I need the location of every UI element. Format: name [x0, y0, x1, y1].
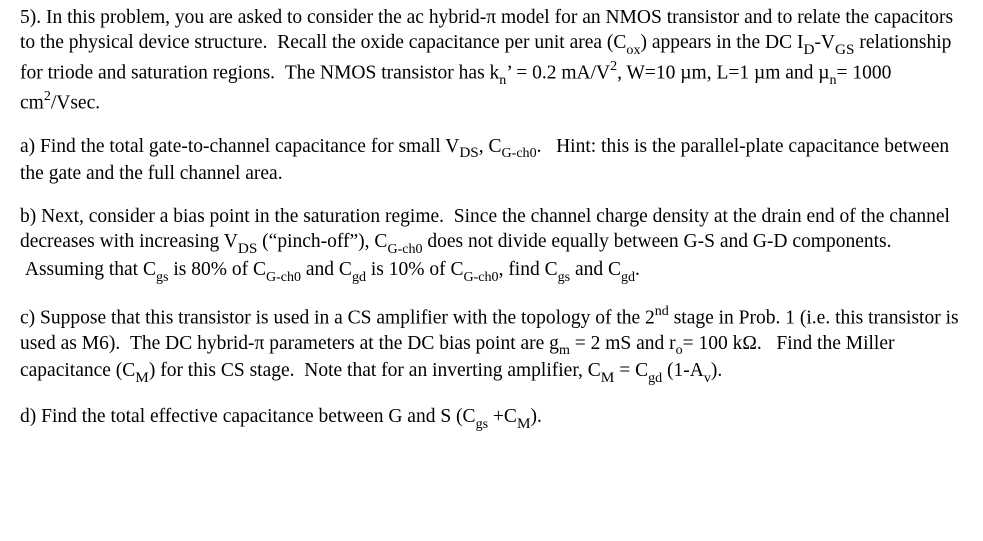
part-d: d) Find the total effective capacitance … — [20, 405, 963, 433]
b-cgd-sub2: gd — [621, 269, 635, 285]
d-cm-sub: M — [517, 415, 531, 432]
d-label: d) — [20, 406, 36, 427]
a-s3: . — [537, 136, 542, 157]
c-cm-sub2: M — [601, 369, 615, 386]
b-s6: is 80% of C — [168, 259, 266, 280]
b-cgd-sub1: gd — [352, 269, 366, 285]
c-s11: ). — [711, 360, 722, 381]
d-s3: ). — [530, 406, 541, 427]
c-s4: = 2 mS and r — [570, 333, 676, 354]
b-s11: . — [635, 259, 640, 280]
c-av-sub: v — [704, 370, 711, 386]
c-nd: nd — [655, 303, 669, 319]
intro-s2: Recall the oxide capacitance per unit ar… — [277, 32, 626, 53]
cox-sub: ox — [626, 42, 640, 58]
b-label: b) — [20, 206, 36, 227]
c-s9: = C — [614, 360, 648, 381]
c-s5: = 100 kΩ. — [683, 333, 762, 354]
part-a: a) Find the total gate-to-channel capaci… — [20, 135, 963, 188]
intro-s7: = 0.2 mA/V — [511, 62, 610, 83]
intro-paragraph: 5). In this problem, you are asked to co… — [20, 6, 963, 117]
b-s3: (“pinch-off”), C — [257, 231, 387, 252]
a-label: a) — [20, 136, 35, 157]
c-s8: Note that for an inverting amplifier, C — [304, 360, 601, 381]
b-s5: Assuming that C — [25, 259, 156, 280]
b-cg-sub2: G-ch0 — [266, 269, 301, 285]
c-s1: Suppose that this transistor is used in … — [40, 308, 655, 329]
vgs-sub: GS — [835, 41, 854, 58]
problem-page: 5). In this problem, you are asked to co… — [0, 0, 983, 459]
a-cg-sub: G-ch0 — [502, 145, 537, 161]
part-b: b) Next, consider a bias point in the sa… — [20, 205, 963, 286]
d-s2: +C — [488, 406, 517, 427]
d-cgs-sub: gs — [476, 416, 488, 432]
a-vds-sub: DS — [459, 144, 478, 161]
c-s7: ) for this CS stage. — [149, 360, 295, 381]
b-s1: Next, consider a bias point in the satur… — [41, 206, 444, 227]
a-s1: Find the total gate-to-channel capacitan… — [40, 136, 459, 157]
b-s4: does not divide equally between G-S and … — [423, 231, 892, 252]
b-s10: and C — [570, 259, 621, 280]
intro-s3: ) appears in the DC I — [640, 32, 803, 53]
c-label: c) — [20, 308, 35, 329]
sq1: 2 — [610, 58, 617, 74]
problem-number: 5). — [20, 7, 41, 28]
mun-sub: n — [830, 72, 837, 88]
kn-sub: n — [499, 72, 506, 88]
b-cgs-sub2: gs — [558, 269, 570, 285]
b-s7: and C — [301, 259, 352, 280]
d-s1: Find the total effective capacitance bet… — [41, 406, 475, 427]
id-sub: D — [803, 41, 814, 58]
intro-s10: /Vsec. — [51, 93, 100, 114]
c-cgd-sub: gd — [648, 370, 662, 386]
b-cgs-sub1: gs — [156, 269, 168, 285]
b-vds-sub: DS — [238, 240, 257, 257]
b-cg-sub1: G-ch0 — [387, 241, 422, 257]
c-gm-sub: m — [559, 342, 570, 358]
part-c: c) Suppose that this transistor is used … — [20, 304, 963, 387]
b-s9: , find C — [499, 259, 558, 280]
sq2: 2 — [44, 88, 51, 104]
b-cg-sub3: G-ch0 — [463, 269, 498, 285]
c-cm-sub1: M — [135, 369, 149, 386]
c-s3: The DC hybrid-π parameters at the DC bia… — [130, 333, 559, 354]
c-ro-sub: o — [676, 342, 683, 358]
a-s2: , C — [479, 136, 502, 157]
c-s10: (1-A — [662, 360, 704, 381]
b-s8: is 10% of C — [366, 259, 464, 280]
intro-s6: The NMOS transistor has k — [285, 62, 499, 83]
intro-s4: -V — [814, 32, 835, 53]
intro-s8: , W=10 µm, L=1 µm and µ — [617, 62, 829, 83]
